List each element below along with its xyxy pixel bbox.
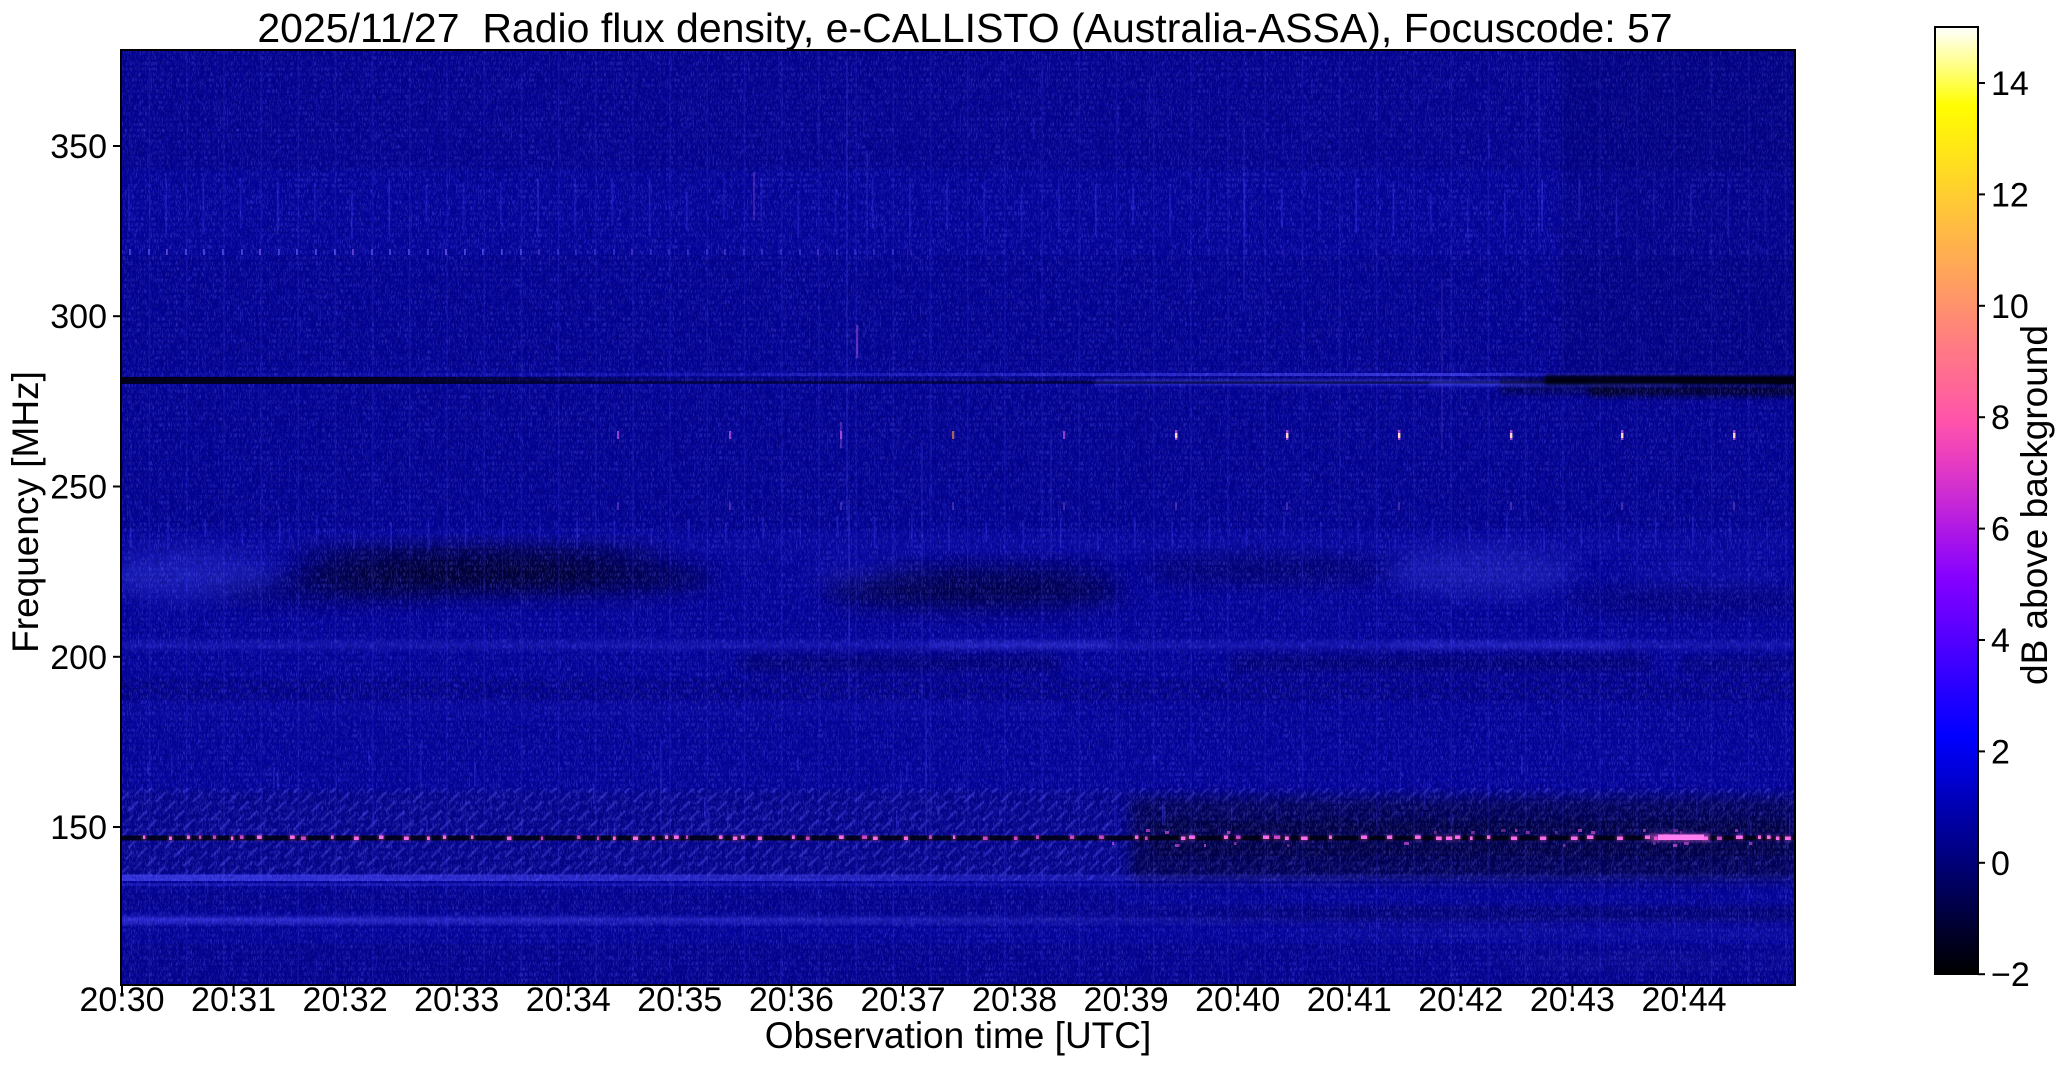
svg-text:20:44: 20:44 xyxy=(1641,981,1726,1019)
svg-text:20:34: 20:34 xyxy=(526,981,611,1019)
svg-text:20:32: 20:32 xyxy=(303,981,388,1019)
svg-text:150: 150 xyxy=(50,809,107,847)
svg-text:200: 200 xyxy=(50,639,107,677)
svg-text:20:31: 20:31 xyxy=(191,981,276,1019)
svg-text:−2: −2 xyxy=(1991,956,2030,994)
svg-text:Frequency [MHz]: Frequency [MHz] xyxy=(5,371,46,653)
svg-text:10: 10 xyxy=(1991,288,2029,326)
svg-text:20:43: 20:43 xyxy=(1530,981,1615,1019)
svg-text:2025/11/27 Radio flux density: 2025/11/27 Radio flux density, e-CALLIST… xyxy=(257,5,1672,51)
svg-text:20:38: 20:38 xyxy=(972,981,1057,1019)
svg-text:8: 8 xyxy=(1991,399,2010,437)
svg-text:20:37: 20:37 xyxy=(860,981,945,1019)
svg-text:14: 14 xyxy=(1991,65,2029,103)
svg-text:12: 12 xyxy=(1991,176,2029,214)
svg-text:250: 250 xyxy=(50,469,107,507)
svg-text:20:42: 20:42 xyxy=(1418,981,1503,1019)
svg-text:4: 4 xyxy=(1991,622,2010,660)
svg-text:20:30: 20:30 xyxy=(79,981,164,1019)
svg-text:20:39: 20:39 xyxy=(1084,981,1169,1019)
svg-text:20:36: 20:36 xyxy=(749,981,834,1019)
svg-text:20:33: 20:33 xyxy=(414,981,499,1019)
svg-text:2: 2 xyxy=(1991,733,2010,771)
svg-text:Observation time [UTC]: Observation time [UTC] xyxy=(765,1015,1152,1056)
svg-text:0: 0 xyxy=(1991,845,2010,883)
svg-text:20:40: 20:40 xyxy=(1195,981,1280,1019)
svg-text:20:41: 20:41 xyxy=(1307,981,1392,1019)
svg-text:dB above background: dB above background xyxy=(2014,325,2055,685)
svg-text:20:35: 20:35 xyxy=(637,981,722,1019)
svg-text:350: 350 xyxy=(50,128,107,166)
svg-text:6: 6 xyxy=(1991,511,2010,549)
svg-text:300: 300 xyxy=(50,298,107,336)
